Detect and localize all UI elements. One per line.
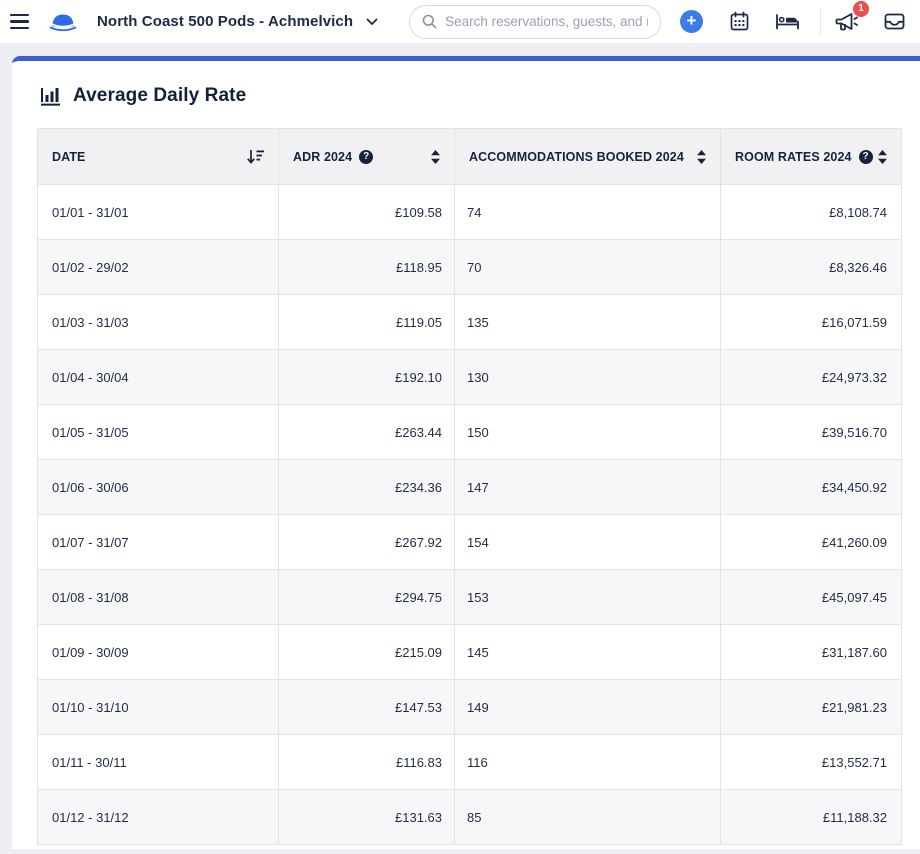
booked-cell: 74 bbox=[454, 184, 721, 240]
bed-icon[interactable] bbox=[775, 12, 800, 31]
table-row: 01/12 - 31/12 £131.63 85 £11,188.32 bbox=[37, 789, 902, 845]
table-row: 01/11 - 30/11 £116.83 116 £13,552.71 bbox=[37, 734, 902, 790]
page-body: Average Daily Rate DATE bbox=[0, 44, 920, 849]
adr-table-body: 01/01 - 31/01 £109.58 74 £8,108.74 01/02… bbox=[37, 184, 902, 845]
adr-card: Average Daily Rate DATE bbox=[12, 56, 920, 849]
hamburger-menu-icon[interactable] bbox=[10, 13, 30, 30]
booked-cell: 153 bbox=[454, 569, 721, 625]
booked-cell: 145 bbox=[454, 624, 721, 680]
room-rates-cell: £13,552.71 bbox=[720, 734, 902, 790]
adr-cell: £109.58 bbox=[278, 184, 455, 240]
date-cell: 01/10 - 31/10 bbox=[37, 679, 279, 735]
adr-table: DATE bbox=[37, 128, 902, 845]
room-rates-cell: £8,326.46 bbox=[720, 239, 902, 295]
date-cell: 01/01 - 31/01 bbox=[37, 184, 279, 240]
room-rates-cell: £31,187.60 bbox=[720, 624, 902, 680]
booked-cell: 116 bbox=[454, 734, 721, 790]
date-cell: 01/06 - 30/06 bbox=[37, 459, 279, 515]
chevron-down-icon[interactable] bbox=[366, 18, 378, 26]
notification-badge: 1 bbox=[853, 0, 869, 17]
table-row: 01/05 - 31/05 £263.44 150 £39,516.70 bbox=[37, 404, 902, 460]
adr-cell: £215.09 bbox=[278, 624, 455, 680]
adr-cell: £118.95 bbox=[278, 239, 455, 295]
megaphone-icon[interactable]: 1 bbox=[834, 0, 869, 34]
room-rates-cell: £11,188.32 bbox=[720, 789, 902, 845]
help-icon[interactable]: ? bbox=[858, 149, 873, 164]
date-cell: 01/12 - 31/12 bbox=[37, 789, 279, 845]
column-header-adr-2024[interactable]: ADR 2024 ? bbox=[278, 128, 455, 185]
calendar-icon[interactable] bbox=[729, 11, 750, 32]
search-icon bbox=[422, 14, 437, 29]
sort-amount-icon[interactable] bbox=[246, 148, 265, 165]
booked-cell: 149 bbox=[454, 679, 721, 735]
table-row: 01/06 - 30/06 £234.36 147 £34,450.92 bbox=[37, 459, 902, 515]
inbox-icon[interactable] bbox=[883, 12, 906, 31]
table-row: 01/01 - 31/01 £109.58 74 £8,108.74 bbox=[37, 184, 902, 240]
adr-cell: £147.53 bbox=[278, 679, 455, 735]
search-input[interactable] bbox=[445, 14, 649, 29]
help-icon[interactable]: ? bbox=[359, 149, 374, 164]
booked-cell: 135 bbox=[454, 294, 721, 350]
property-name[interactable]: North Coast 500 Pods - Achmelvich bbox=[97, 13, 354, 30]
room-rates-cell: £24,973.32 bbox=[720, 349, 902, 405]
adr-cell: £119.05 bbox=[278, 294, 455, 350]
table-row: 01/09 - 30/09 £215.09 145 £31,187.60 bbox=[37, 624, 902, 680]
room-rates-cell: £39,516.70 bbox=[720, 404, 902, 460]
column-header-accommodations-booked-2024[interactable]: ACCOMMODATIONS BOOKED 2024 bbox=[454, 128, 721, 185]
date-cell: 01/07 - 31/07 bbox=[37, 514, 279, 570]
date-cell: 01/08 - 31/08 bbox=[37, 569, 279, 625]
adr-cell: £116.83 bbox=[278, 734, 455, 790]
date-cell: 01/04 - 30/04 bbox=[37, 349, 279, 405]
date-cell: 01/05 - 31/05 bbox=[37, 404, 279, 460]
table-row: 01/07 - 31/07 £267.92 154 £41,260.09 bbox=[37, 514, 902, 570]
table-row: 01/02 - 29/02 £118.95 70 £8,326.46 bbox=[37, 239, 902, 295]
bar-chart-icon bbox=[40, 86, 62, 106]
column-header-room-rates-2024[interactable]: ROOM RATES 2024 ? bbox=[720, 128, 902, 185]
divider bbox=[820, 8, 821, 35]
adr-cell: £294.75 bbox=[278, 569, 455, 625]
adr-cell: £192.10 bbox=[278, 349, 455, 405]
page-title: Average Daily Rate bbox=[73, 85, 247, 106]
add-button[interactable]: + bbox=[680, 10, 703, 33]
booked-cell: 147 bbox=[454, 459, 721, 515]
card-title-row: Average Daily Rate bbox=[37, 61, 901, 128]
adr-cell: £131.63 bbox=[278, 789, 455, 845]
room-rates-cell: £16,071.59 bbox=[720, 294, 902, 350]
search-bar[interactable] bbox=[409, 4, 662, 39]
date-cell: 01/11 - 30/11 bbox=[37, 734, 279, 790]
table-row: 01/10 - 31/10 £147.53 149 £21,981.23 bbox=[37, 679, 902, 735]
column-header-date[interactable]: DATE bbox=[37, 128, 279, 185]
adr-cell: £234.36 bbox=[278, 459, 455, 515]
booked-cell: 150 bbox=[454, 404, 721, 460]
room-rates-cell: £21,981.23 bbox=[720, 679, 902, 735]
booked-cell: 154 bbox=[454, 514, 721, 570]
room-rates-cell: £8,108.74 bbox=[720, 184, 902, 240]
sort-arrows-icon[interactable] bbox=[430, 149, 441, 165]
table-header-row: DATE bbox=[37, 128, 902, 185]
pod-logo-icon bbox=[49, 9, 77, 35]
sort-arrows-icon[interactable] bbox=[877, 149, 888, 165]
date-cell: 01/02 - 29/02 bbox=[37, 239, 279, 295]
table-row: 01/08 - 31/08 £294.75 153 £45,097.45 bbox=[37, 569, 902, 625]
booked-cell: 85 bbox=[454, 789, 721, 845]
booked-cell: 70 bbox=[454, 239, 721, 295]
booked-cell: 130 bbox=[454, 349, 721, 405]
table-row: 01/04 - 30/04 £192.10 130 £24,973.32 bbox=[37, 349, 902, 405]
room-rates-cell: £34,450.92 bbox=[720, 459, 902, 515]
room-rates-cell: £41,260.09 bbox=[720, 514, 902, 570]
adr-cell: £263.44 bbox=[278, 404, 455, 460]
adr-cell: £267.92 bbox=[278, 514, 455, 570]
date-cell: 01/03 - 31/03 bbox=[37, 294, 279, 350]
sort-arrows-icon[interactable] bbox=[696, 149, 707, 165]
topbar-actions: + bbox=[680, 0, 908, 35]
date-cell: 01/09 - 30/09 bbox=[37, 624, 279, 680]
table-row: 01/03 - 31/03 £119.05 135 £16,071.59 bbox=[37, 294, 902, 350]
topbar: North Coast 500 Pods - Achmelvich + bbox=[0, 0, 920, 44]
room-rates-cell: £45,097.45 bbox=[720, 569, 902, 625]
